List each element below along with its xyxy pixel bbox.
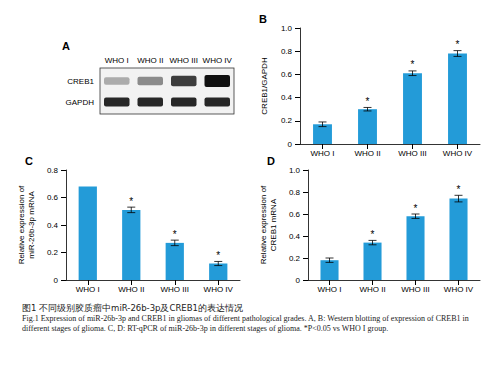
svg-text:1.0: 1.0: [281, 24, 293, 33]
svg-text:WHO I: WHO I: [318, 285, 342, 294]
svg-text:WHO II: WHO II: [118, 285, 144, 294]
svg-text:WHO IV: WHO IV: [444, 285, 474, 294]
svg-text:0.6: 0.6: [289, 210, 301, 219]
svg-text:CREB1 mRNA: CREB1 mRNA: [269, 198, 278, 251]
svg-text:WHO IV: WHO IV: [443, 149, 473, 158]
svg-text:0.2: 0.2: [281, 116, 293, 125]
svg-text:WHO II: WHO II: [354, 149, 380, 158]
svg-text:WHO I: WHO I: [105, 56, 129, 65]
svg-text:*: *: [371, 229, 375, 240]
svg-text:0.6: 0.6: [281, 70, 293, 79]
svg-text:WHO II: WHO II: [359, 285, 385, 294]
svg-text:*: *: [129, 196, 133, 207]
svg-text:*: *: [456, 39, 460, 50]
svg-text:Relative expression of: Relative expression of: [17, 185, 26, 264]
svg-text:WHO IV: WHO IV: [204, 285, 234, 294]
svg-text:WHO I: WHO I: [76, 285, 100, 294]
svg-text:0.6: 0.6: [47, 193, 59, 202]
svg-text:*: *: [457, 184, 461, 195]
html-text:Fig.1 Expression of miR-26b-3p: Fig.1 Expression of miR-26b-3p and CREB1…: [22, 314, 469, 333]
svg-text:CREB1/GAPDH: CREB1/GAPDH: [260, 57, 269, 115]
svg-text:WHO III: WHO III: [398, 149, 426, 158]
svg-text:miR-26b-3p mRNA: miR-26b-3p mRNA: [27, 191, 36, 259]
svg-text:*: *: [173, 229, 177, 240]
svg-text:*: *: [366, 96, 370, 107]
svg-text:0.2: 0.2: [47, 248, 59, 257]
svg-text:1.0: 1.0: [289, 166, 301, 175]
svg-text:*: *: [216, 250, 220, 261]
svg-text:B: B: [259, 13, 267, 25]
svg-text:D: D: [267, 155, 275, 167]
svg-text:0: 0: [288, 140, 293, 149]
svg-text:WHO I: WHO I: [311, 149, 335, 158]
svg-text:0.4: 0.4: [289, 232, 301, 241]
svg-text:A: A: [62, 40, 70, 52]
svg-text:0.8: 0.8: [289, 188, 301, 197]
svg-text:*: *: [411, 59, 415, 70]
svg-text:WHO III: WHO III: [161, 285, 189, 294]
svg-text:WHO III: WHO III: [170, 56, 198, 65]
svg-text:WHO IV: WHO IV: [203, 56, 233, 65]
svg-text:0: 0: [296, 276, 301, 285]
svg-text:C: C: [25, 155, 33, 167]
html-text:图1 不同级别胶质瘤中miR-26b-3p及CREB1的表达: 图1 不同级别胶质瘤中miR-26b-3p及CREB1的表达情况: [22, 303, 243, 313]
svg-text:*: *: [414, 203, 418, 214]
svg-text:CREB1: CREB1: [67, 77, 94, 86]
svg-text:0.8: 0.8: [47, 166, 59, 175]
svg-text:GAPDH: GAPDH: [66, 98, 95, 107]
svg-text:0: 0: [54, 276, 59, 285]
svg-text:0.2: 0.2: [289, 254, 301, 263]
svg-text:0.4: 0.4: [281, 93, 293, 102]
svg-text:0.4: 0.4: [47, 221, 59, 230]
svg-text:0.8: 0.8: [281, 47, 293, 56]
svg-text:WHO III: WHO III: [401, 285, 429, 294]
svg-text:Relative expression of: Relative expression of: [259, 185, 268, 264]
svg-text:WHO II: WHO II: [137, 56, 163, 65]
